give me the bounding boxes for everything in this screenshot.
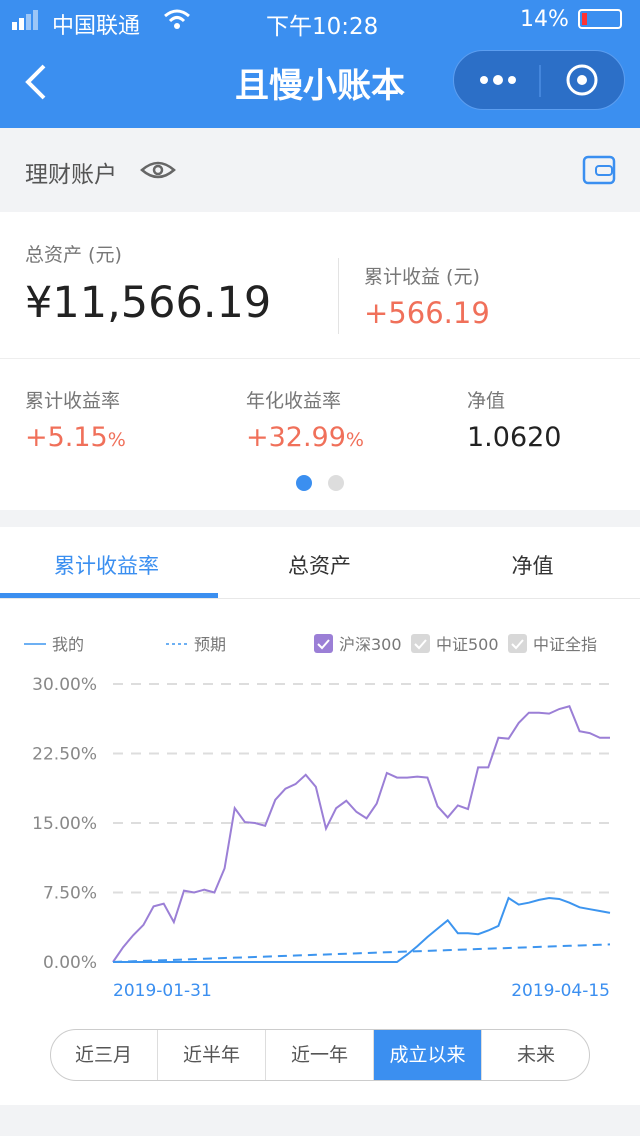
metric-number: 1.0620 <box>467 422 562 453</box>
eye-icon[interactable] <box>140 156 176 188</box>
period-button[interactable]: 近三月 <box>50 1030 158 1080</box>
account-title: 理财账户 <box>25 162 117 188</box>
profit-value: +566.19 <box>364 296 490 330</box>
wifi-icon <box>163 8 191 34</box>
period-bar <box>50 1029 590 1081</box>
metric-label: 净值 <box>467 390 506 412</box>
series-line <box>112 943 611 963</box>
summary-card: 总资产 (元) ¥11,566.19 累计收益 (元) +566.19 累计收益… <box>0 212 640 510</box>
carrier: 中国联通 <box>52 14 141 39</box>
chart: 0.00% 7.50% 15.00% 22.50% 30.00% 2019-01-31 20… <box>24 634 612 1001</box>
series-line <box>112 705 610 963</box>
legend-label: 预期 <box>194 635 226 654</box>
legend-label: 我的 <box>52 635 84 654</box>
tab[interactable]: 净值 <box>511 554 554 578</box>
x-tick-label: 2019-01-31 <box>113 981 212 1001</box>
legend-checkbox <box>314 634 333 653</box>
metric-unit: % <box>107 429 126 451</box>
legend-label: 中证500 <box>436 635 499 654</box>
period-button[interactable]: 近半年 <box>158 1030 266 1080</box>
period-button[interactable]: 近一年 <box>266 1030 374 1080</box>
wallet-icon[interactable] <box>582 153 616 191</box>
legend-check <box>511 639 524 650</box>
x-tick-label: 2019-04-15 <box>511 981 610 1001</box>
battery-icon <box>578 9 622 29</box>
total-label: 总资产 (元) <box>25 244 122 266</box>
nav-bar: 中国联通 下午10:28 14% 且慢小账本 <box>0 0 640 128</box>
y-tick-label: 30.00% <box>32 675 97 695</box>
profit-label: 累计收益 (元) <box>364 266 480 288</box>
divider <box>0 598 640 599</box>
tab[interactable]: 累计收益率 <box>54 554 159 578</box>
tab[interactable]: 总资产 <box>288 554 351 578</box>
back-button[interactable] <box>22 62 48 106</box>
legend-checkbox <box>411 634 430 653</box>
legend-label: 中证全指 <box>533 635 597 654</box>
page-dot-active <box>296 475 312 491</box>
signal <box>12 8 48 30</box>
total-value: ¥11,566.19 <box>25 278 272 328</box>
metric-label: 累计收益率 <box>25 390 121 412</box>
capsule[interactable] <box>453 50 625 110</box>
legend-checkbox <box>508 634 527 653</box>
series-line <box>113 896 611 963</box>
divider <box>338 258 339 334</box>
period-button[interactable]: 成立以来 <box>374 1030 482 1080</box>
page-dot <box>328 475 344 491</box>
metric-label: 年化收益率 <box>246 390 342 412</box>
legend-check <box>317 639 330 650</box>
metric-number: +5.15 <box>25 422 108 453</box>
metric-value: +5.15% <box>25 422 126 453</box>
y-tick-label: 15.00% <box>32 814 97 834</box>
metric-number: +32.99 <box>246 422 346 453</box>
legend-label: 沪深300 <box>339 635 402 654</box>
metric-unit: % <box>345 429 364 451</box>
tab-underline <box>0 593 218 598</box>
y-tick-label: 22.50% <box>32 745 97 765</box>
clock: 下午10:28 <box>266 14 379 40</box>
metric-value: +32.99% <box>246 422 364 453</box>
y-tick-label: 0.00% <box>43 953 97 973</box>
y-tick-label: 7.50% <box>43 884 97 904</box>
divider <box>0 358 640 359</box>
battery-text: 14% <box>520 7 569 32</box>
nav-title: 且慢小账本 <box>235 66 405 106</box>
chart-card <box>0 527 640 1105</box>
legend-check <box>414 639 427 650</box>
period-button[interactable]: 未来 <box>516 1044 555 1066</box>
metric-value: 1.0620 <box>467 422 561 453</box>
